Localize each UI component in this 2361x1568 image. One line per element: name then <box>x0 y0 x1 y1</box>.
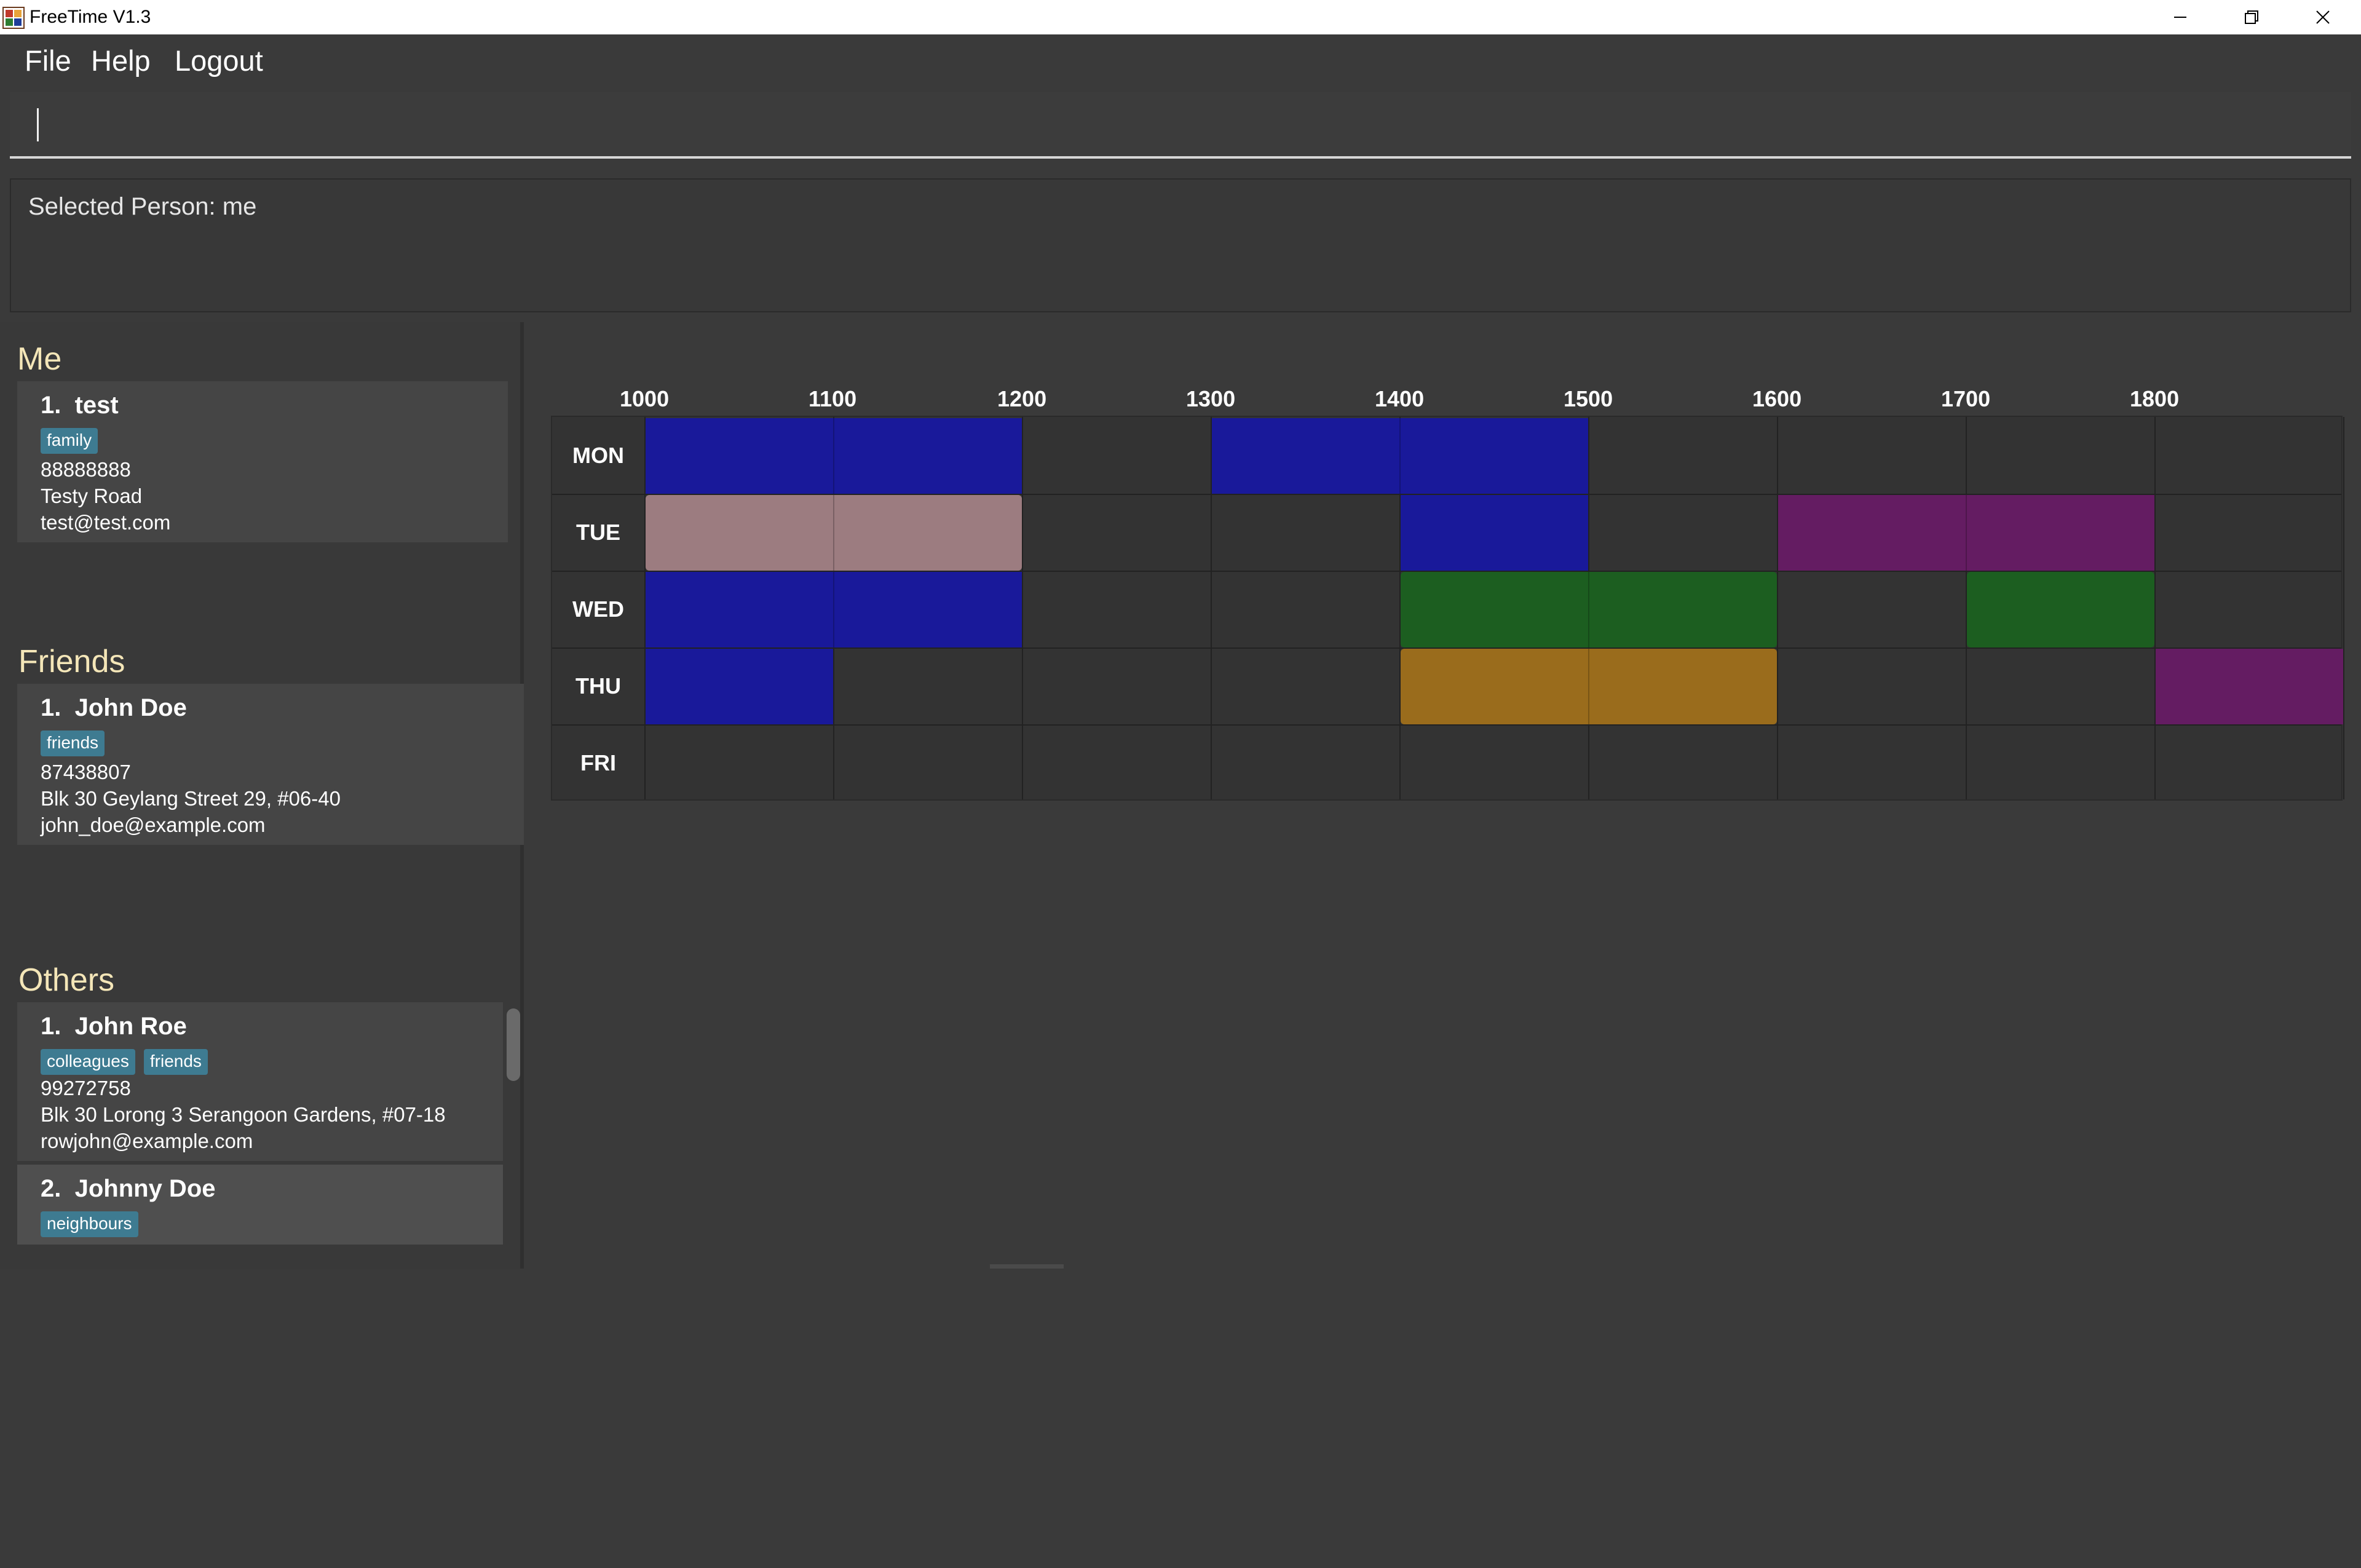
tag: friends <box>41 731 105 756</box>
menu-logout[interactable]: Logout <box>175 44 263 77</box>
tag-list: colleagues friends <box>41 1049 208 1075</box>
person-name: 1. John Roe <box>41 1013 187 1040</box>
list-scrollbar[interactable] <box>507 1008 520 1081</box>
tag: family <box>41 428 98 454</box>
close-button[interactable] <box>2287 0 2359 34</box>
menu-help[interactable]: Help <box>91 44 151 77</box>
close-icon <box>2316 10 2330 24</box>
minimize-button[interactable] <box>2145 0 2216 34</box>
schedule-block[interactable] <box>1401 495 1588 571</box>
person-address: Blk 30 Geylang Street 29, #06-40 <box>41 787 341 810</box>
restore-button[interactable] <box>2216 0 2287 34</box>
person-email: rowjohn@example.com <box>41 1130 253 1152</box>
schedule-block[interactable] <box>2156 649 2343 724</box>
block-hour-divider <box>1588 649 1589 724</box>
block-hour-divider <box>1399 418 1401 494</box>
person-list-panel: Me 1. test family 88888888 Testy Road te… <box>0 322 524 1269</box>
person-phone: 88888888 <box>41 458 131 481</box>
tag-list: family <box>41 428 98 454</box>
result-display: Selected Person: me <box>10 178 2351 312</box>
section-title-friends: Friends <box>18 644 125 679</box>
time-label: 1300 <box>1186 386 1236 411</box>
tag-list: neighbours <box>41 1211 138 1237</box>
person-card[interactable]: 1. John Roe colleagues friends 99272758 … <box>17 1002 503 1161</box>
tag: neighbours <box>41 1211 138 1237</box>
text-caret <box>37 108 39 141</box>
time-label: 1700 <box>1941 386 1991 411</box>
time-label: 1200 <box>997 386 1047 411</box>
grid-row-line <box>552 724 2341 726</box>
schedule-block[interactable] <box>646 418 1022 494</box>
time-label: 1400 <box>1375 386 1425 411</box>
person-address: Blk 30 Lorong 3 Serangoon Gardens, #07-1… <box>41 1103 446 1126</box>
person-phone: 87438807 <box>41 761 131 783</box>
grid-column-line <box>1022 417 1023 799</box>
tag: colleagues <box>41 1049 135 1075</box>
result-text: Selected Person: me <box>28 193 257 220</box>
timetable: 1000 1100 1200 1300 1400 1500 1600 1700 1800 MON… <box>551 381 2344 802</box>
person-card[interactable]: 2. Johnny Doe neighbours <box>17 1165 503 1245</box>
person-name: 1. John Doe <box>41 694 187 721</box>
command-box <box>10 92 2351 159</box>
block-hour-divider <box>1588 572 1589 647</box>
tag-list: friends <box>41 731 105 756</box>
grid-column-line <box>2154 417 2156 799</box>
person-name: 1. test <box>41 392 119 419</box>
grid-column-line <box>1966 417 1967 799</box>
restore-icon <box>2245 10 2258 24</box>
schedule-block[interactable] <box>1212 418 1588 494</box>
person-email: john_doe@example.com <box>41 814 266 836</box>
section-title-me: Me <box>17 341 62 377</box>
grid-row-line <box>552 647 2341 649</box>
block-hour-divider <box>1966 495 1967 571</box>
timetable-grid: MON TUE WED THU FRI <box>551 416 2344 801</box>
time-label: 1600 <box>1752 386 1802 411</box>
resize-handle[interactable] <box>990 1264 1064 1269</box>
schedule-block[interactable] <box>1778 495 2154 571</box>
grid-column-line <box>1211 417 1212 799</box>
time-label: 1800 <box>2130 386 2180 411</box>
day-label: WED <box>572 596 624 622</box>
app-icon <box>2 7 25 29</box>
person-email: test@test.com <box>41 511 171 534</box>
schedule-block[interactable] <box>1967 572 2154 647</box>
time-label: 1500 <box>1564 386 1613 411</box>
person-card[interactable]: 1. John Doe friends 87438807 Blk 30 Geyl… <box>17 684 524 845</box>
person-phone: 99272758 <box>41 1077 131 1099</box>
menu-file[interactable]: File <box>25 44 71 77</box>
window-title: FreeTime V1.3 <box>30 7 151 27</box>
day-label: MON <box>572 442 624 468</box>
schedule-block[interactable] <box>646 649 833 724</box>
menu-bar: File Help Logout <box>0 34 2361 87</box>
day-label: THU <box>575 673 621 699</box>
grid-column-line <box>2343 417 2344 799</box>
person-address: Testy Road <box>41 485 143 507</box>
others-list[interactable]: 1. John Roe colleagues friends 99272758 … <box>17 1002 503 1568</box>
block-hour-divider <box>833 418 834 494</box>
time-label: 1000 <box>620 386 670 411</box>
schedule-block[interactable] <box>646 495 1022 571</box>
time-label: 1100 <box>809 386 857 411</box>
grid-column-line <box>1399 417 1401 799</box>
grid-row-line <box>552 494 2341 495</box>
block-hour-divider <box>833 495 834 571</box>
person-card[interactable]: 1. test family 88888888 Testy Road test@… <box>17 381 508 542</box>
schedule-block[interactable] <box>646 572 1022 647</box>
section-title-others: Others <box>18 962 115 998</box>
title-bar: FreeTime V1.3 <box>0 0 2361 34</box>
person-name: 2. Johnny Doe <box>41 1175 216 1202</box>
grid-row-line <box>552 571 2341 572</box>
schedule-block[interactable] <box>1401 572 1777 647</box>
grid-column-line <box>644 417 646 799</box>
day-label: TUE <box>576 519 620 545</box>
minimize-icon <box>2174 17 2186 18</box>
schedule-block[interactable] <box>1401 649 1777 724</box>
day-label: FRI <box>580 750 616 775</box>
tag: friends <box>143 1049 208 1075</box>
grid-column-line <box>1777 417 1778 799</box>
command-input[interactable] <box>28 103 2343 146</box>
block-hour-divider <box>833 572 834 647</box>
